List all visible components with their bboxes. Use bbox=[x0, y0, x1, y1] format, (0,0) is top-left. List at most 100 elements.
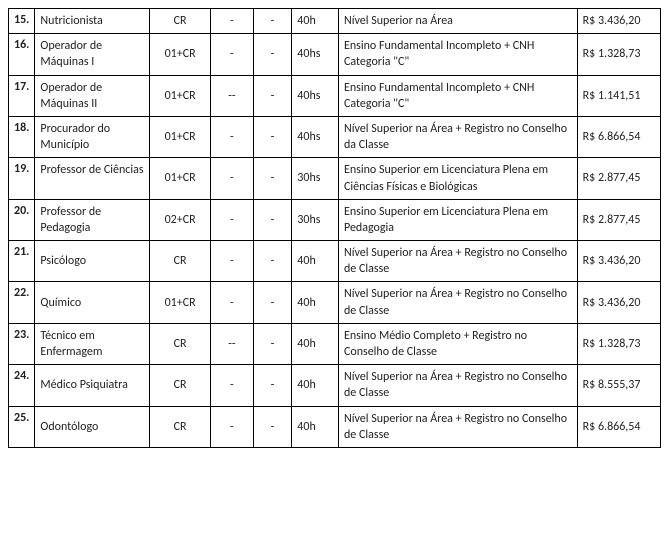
table-row: 17. Operador de Máquinas II 01+CR -- - 4… bbox=[9, 75, 661, 116]
cell-esc: Nível Superior na Área bbox=[338, 9, 577, 34]
cell-sal: R$ 8.555,37 bbox=[577, 365, 660, 406]
cell-esc: Ensino Médio Completo + Registro no Cons… bbox=[338, 323, 577, 364]
cell-esc: Nível Superior na Área + Registro no Con… bbox=[338, 365, 577, 406]
cell-cargo: Operador de Máquinas I bbox=[35, 34, 150, 75]
cell-num: 17. bbox=[9, 75, 35, 116]
cell-vagas: CR bbox=[150, 9, 211, 34]
cell-esc: Nível Superior na Área + Registro no Con… bbox=[338, 282, 577, 323]
cell-esc: Ensino Fundamental Incompleto + CNH Cate… bbox=[338, 75, 577, 116]
cell-num: 15. bbox=[9, 9, 35, 34]
cell-dash2: - bbox=[253, 75, 292, 116]
cell-num: 23. bbox=[9, 323, 35, 364]
cell-dash1: - bbox=[211, 158, 254, 199]
table-row: 18. Procurador do Município 01+CR - - 40… bbox=[9, 116, 661, 157]
table-row: 16. Operador de Máquinas I 01+CR - - 40h… bbox=[9, 34, 661, 75]
table-row: 19. Professor de Ciências 01+CR - - 30hs… bbox=[9, 158, 661, 199]
cell-dash2: - bbox=[253, 282, 292, 323]
cell-carga: 30hs bbox=[292, 158, 339, 199]
table-row: 24. Médico Psiquiatra CR - - 40h Nível S… bbox=[9, 365, 661, 406]
cell-sal: R$ 1.141,51 bbox=[577, 75, 660, 116]
cell-cargo: Professor de Pedagogia bbox=[35, 199, 150, 240]
cell-num: 21. bbox=[9, 241, 35, 282]
cell-vagas: 01+CR bbox=[150, 34, 211, 75]
cell-dash1: -- bbox=[211, 75, 254, 116]
cell-cargo: Odontólogo bbox=[35, 406, 150, 447]
table-row: 15. Nutricionista CR - - 40h Nível Super… bbox=[9, 9, 661, 34]
cell-carga: 40h bbox=[292, 365, 339, 406]
table-row: 21. Psicólogo CR - - 40h Nível Superior … bbox=[9, 241, 661, 282]
cell-sal: R$ 1.328,73 bbox=[577, 34, 660, 75]
cell-esc: Ensino Superior em Licenciatura Plena em… bbox=[338, 199, 577, 240]
cell-dash1: - bbox=[211, 365, 254, 406]
cell-num: 18. bbox=[9, 116, 35, 157]
cell-esc: Nível Superior na Área + Registro no Con… bbox=[338, 241, 577, 282]
cell-vagas: CR bbox=[150, 365, 211, 406]
cell-vagas: 01+CR bbox=[150, 158, 211, 199]
table-row: 25. Odontólogo CR - - 40h Nível Superior… bbox=[9, 406, 661, 447]
cell-num: 22. bbox=[9, 282, 35, 323]
cell-sal: R$ 6.866,54 bbox=[577, 406, 660, 447]
cell-dash1: - bbox=[211, 9, 254, 34]
cell-vagas: 01+CR bbox=[150, 75, 211, 116]
cell-dash1: - bbox=[211, 282, 254, 323]
cell-num: 25. bbox=[9, 406, 35, 447]
cell-esc: Ensino Fundamental Incompleto + CNH Cate… bbox=[338, 34, 577, 75]
cell-carga: 40h bbox=[292, 282, 339, 323]
cell-dash2: - bbox=[253, 323, 292, 364]
cell-dash2: - bbox=[253, 34, 292, 75]
table-row: 20. Professor de Pedagogia 02+CR - - 30h… bbox=[9, 199, 661, 240]
cell-vagas: 01+CR bbox=[150, 116, 211, 157]
cell-vagas: CR bbox=[150, 241, 211, 282]
table-row: 23. Técnico em Enfermagem CR -- - 40h En… bbox=[9, 323, 661, 364]
cell-carga: 40hs bbox=[292, 75, 339, 116]
cell-sal: R$ 1.328,73 bbox=[577, 323, 660, 364]
cell-dash2: - bbox=[253, 9, 292, 34]
cell-dash1: - bbox=[211, 34, 254, 75]
cell-dash1: - bbox=[211, 406, 254, 447]
cell-sal: R$ 6.866,54 bbox=[577, 116, 660, 157]
cell-vagas: 01+CR bbox=[150, 282, 211, 323]
cell-dash2: - bbox=[253, 116, 292, 157]
cell-num: 24. bbox=[9, 365, 35, 406]
cell-dash1: -- bbox=[211, 323, 254, 364]
cell-vagas: 02+CR bbox=[150, 199, 211, 240]
cell-carga: 40h bbox=[292, 9, 339, 34]
cell-carga: 40h bbox=[292, 323, 339, 364]
cell-cargo: Técnico em Enfermagem bbox=[35, 323, 150, 364]
cell-dash2: - bbox=[253, 241, 292, 282]
cell-dash2: - bbox=[253, 199, 292, 240]
cell-sal: R$ 3.436,20 bbox=[577, 9, 660, 34]
cell-cargo: Professor de Ciências bbox=[35, 158, 150, 199]
cell-num: 19. bbox=[9, 158, 35, 199]
cell-dash1: - bbox=[211, 199, 254, 240]
cell-carga: 40h bbox=[292, 241, 339, 282]
cell-dash2: - bbox=[253, 158, 292, 199]
cell-carga: 40h bbox=[292, 406, 339, 447]
table-body: 15. Nutricionista CR - - 40h Nível Super… bbox=[9, 9, 661, 448]
cell-esc: Nível Superior na Área + Registro no Con… bbox=[338, 116, 577, 157]
cell-cargo: Psicólogo bbox=[35, 241, 150, 282]
cell-cargo: Operador de Máquinas II bbox=[35, 75, 150, 116]
cell-dash2: - bbox=[253, 406, 292, 447]
cell-sal: R$ 2.877,45 bbox=[577, 199, 660, 240]
cell-sal: R$ 2.877,45 bbox=[577, 158, 660, 199]
table-row: 22. Químico 01+CR - - 40h Nível Superior… bbox=[9, 282, 661, 323]
cell-vagas: CR bbox=[150, 406, 211, 447]
cell-num: 20. bbox=[9, 199, 35, 240]
cell-carga: 40hs bbox=[292, 34, 339, 75]
cell-dash1: - bbox=[211, 116, 254, 157]
cell-cargo: Químico bbox=[35, 282, 150, 323]
cell-sal: R$ 3.436,20 bbox=[577, 282, 660, 323]
cell-num: 16. bbox=[9, 34, 35, 75]
cell-esc: Ensino Superior em Licenciatura Plena em… bbox=[338, 158, 577, 199]
cell-carga: 30hs bbox=[292, 199, 339, 240]
cell-sal: R$ 3.436,20 bbox=[577, 241, 660, 282]
cell-dash1: - bbox=[211, 241, 254, 282]
cell-dash2: - bbox=[253, 365, 292, 406]
cell-vagas: CR bbox=[150, 323, 211, 364]
cargos-table: 15. Nutricionista CR - - 40h Nível Super… bbox=[8, 8, 661, 448]
cell-cargo: Nutricionista bbox=[35, 9, 150, 34]
cell-esc: Nível Superior na Área + Registro no Con… bbox=[338, 406, 577, 447]
cell-carga: 40hs bbox=[292, 116, 339, 157]
cell-cargo: Procurador do Município bbox=[35, 116, 150, 157]
